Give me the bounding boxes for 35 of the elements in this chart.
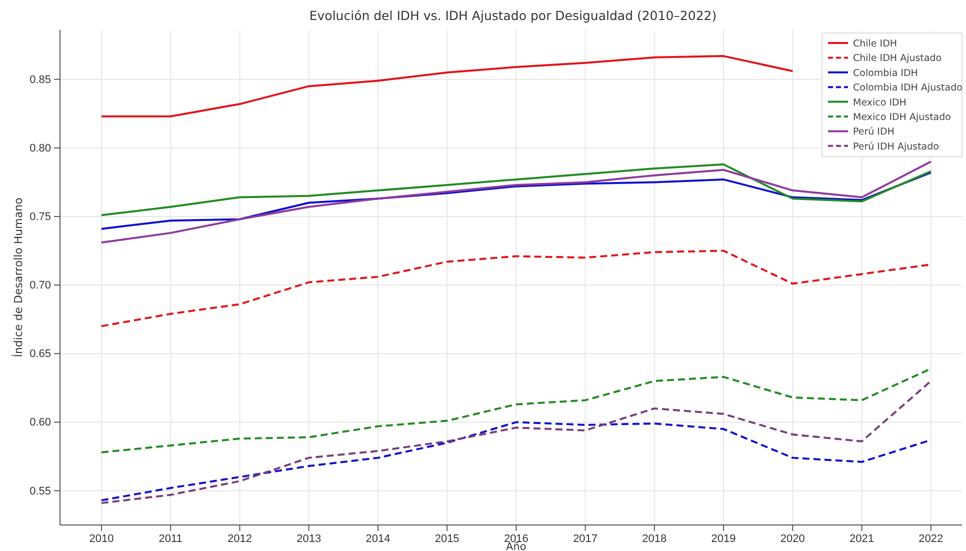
line-series (100, 172, 932, 230)
legend-label: Chile IDH Ajustado (853, 53, 942, 64)
x-tick-label: 2015 (434, 532, 460, 545)
x-tick-label: 2012 (227, 532, 252, 545)
legend-label: Colombia IDH (853, 68, 918, 79)
y-tick-label: 0.60 (30, 416, 51, 429)
x-tick-label: 2011 (158, 532, 182, 545)
line-series (100, 380, 932, 504)
x-tick-label: 2013 (296, 532, 322, 545)
y-tick-label: 0.80 (30, 142, 51, 154)
legend-label: Colombia IDH Ajustado (853, 82, 963, 94)
y-tick-label: 0.85 (30, 74, 51, 86)
x-tick-label: 2022 (918, 532, 944, 545)
legend-label: Mexico IDH Ajustado (853, 112, 952, 123)
y-tick-label: 0.65 (30, 348, 51, 360)
x-tick-label: 2020 (780, 532, 805, 545)
x-tick-label: 2019 (711, 532, 736, 545)
y-axis-title: Índice de Desarrollo Humano (11, 197, 25, 358)
y-tick-label: 0.55 (30, 485, 51, 498)
x-tick-label: 2014 (366, 532, 390, 545)
line-series (100, 160, 932, 244)
x-tick-label: 2018 (642, 532, 667, 545)
legend-label: Perú IDH (853, 126, 894, 138)
x-tick-label: 2021 (850, 532, 874, 545)
chart-title: Evolución del IDH vs. IDH Ajustado por Desigualdad (2010–2022) (309, 8, 717, 23)
x-tick-label: 2017 (573, 532, 598, 545)
legend-label: Chile IDH (853, 38, 898, 50)
x-axis-title: Año (506, 541, 526, 551)
x-tick-label: 2010 (89, 532, 114, 545)
line-series (100, 55, 794, 118)
legend-label: Perú IDH Ajustado (853, 141, 940, 152)
y-tick-label: 0.75 (30, 211, 51, 223)
y-tick-label: 0.70 (30, 280, 51, 292)
legend-label: Mexico IDH (853, 97, 906, 108)
line-series (100, 163, 932, 216)
